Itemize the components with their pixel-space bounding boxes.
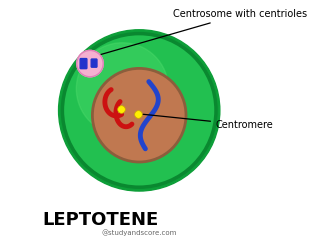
Circle shape — [69, 40, 210, 181]
FancyBboxPatch shape — [91, 59, 97, 67]
Circle shape — [58, 30, 220, 191]
Circle shape — [89, 60, 189, 160]
FancyBboxPatch shape — [80, 59, 87, 69]
Circle shape — [62, 34, 216, 187]
Text: LEPTOTENE: LEPTOTENE — [43, 211, 159, 228]
Circle shape — [77, 50, 103, 77]
Text: Centromere: Centromere — [143, 114, 274, 130]
Circle shape — [76, 43, 168, 135]
Text: Centrosome with centrioles: Centrosome with centrioles — [101, 9, 307, 54]
Circle shape — [62, 34, 216, 187]
Circle shape — [78, 49, 201, 172]
Circle shape — [92, 68, 186, 162]
Text: @studyandscore.com: @studyandscore.com — [101, 230, 177, 236]
